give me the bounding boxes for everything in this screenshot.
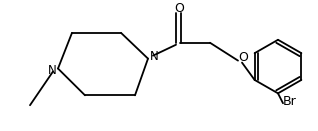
Text: N: N <box>48 64 56 77</box>
Text: O: O <box>174 2 184 15</box>
Text: O: O <box>238 51 248 64</box>
Text: Br: Br <box>283 95 297 108</box>
Text: N: N <box>150 50 158 63</box>
